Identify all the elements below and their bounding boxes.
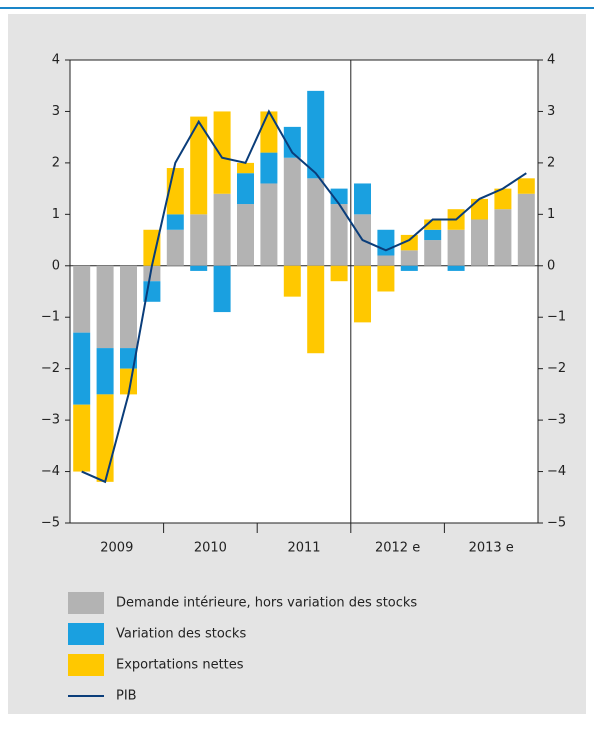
bar bbox=[400, 234, 418, 251]
bar bbox=[330, 265, 348, 282]
y-tick-label: −2 bbox=[41, 361, 60, 376]
bar bbox=[424, 219, 442, 230]
legend-swatch bbox=[68, 592, 104, 614]
x-group-label: 2013 e bbox=[469, 541, 514, 556]
bar bbox=[260, 183, 278, 266]
bar bbox=[377, 229, 395, 256]
y2-tick-label: −5 bbox=[547, 516, 566, 531]
bar bbox=[190, 116, 208, 215]
bar bbox=[283, 126, 301, 158]
bar bbox=[73, 265, 91, 333]
y2-tick-label: 0 bbox=[547, 258, 555, 273]
bar bbox=[494, 188, 512, 210]
bar bbox=[517, 193, 535, 266]
bar bbox=[377, 255, 395, 266]
bar bbox=[237, 173, 254, 205]
bar bbox=[166, 229, 184, 266]
legend-label: Demande intérieure, hors variation des s… bbox=[116, 596, 417, 611]
y2-tick-label: 4 bbox=[547, 53, 555, 68]
bar bbox=[73, 404, 91, 472]
y-tick-label: 3 bbox=[52, 104, 60, 119]
legend-swatch bbox=[68, 623, 104, 645]
y-tick-label: 2 bbox=[52, 155, 60, 170]
bar bbox=[400, 265, 418, 271]
bar bbox=[471, 198, 488, 220]
x-group-label: 2009 bbox=[100, 541, 133, 556]
y-tick-label: −1 bbox=[41, 310, 60, 325]
bar bbox=[307, 265, 325, 354]
legend-label: PIB bbox=[116, 689, 137, 704]
bar bbox=[330, 204, 348, 266]
bar bbox=[237, 204, 254, 266]
bar bbox=[494, 209, 512, 266]
bar bbox=[120, 265, 137, 349]
bar bbox=[237, 162, 254, 174]
y-tick-label: 0 bbox=[52, 258, 60, 273]
y-tick-label: −4 bbox=[41, 464, 60, 479]
bar bbox=[260, 152, 278, 184]
bar bbox=[73, 332, 91, 405]
line bbox=[81, 109, 527, 484]
bar bbox=[377, 265, 395, 292]
plot-area bbox=[70, 60, 538, 523]
y-tick-label: 4 bbox=[52, 53, 60, 68]
bar bbox=[447, 229, 465, 266]
bar bbox=[307, 178, 325, 266]
y-tick-label: 1 bbox=[52, 207, 60, 222]
y2-tick-label: −2 bbox=[547, 361, 566, 376]
bar bbox=[283, 265, 301, 297]
bar bbox=[190, 214, 208, 266]
y-tick-label: −5 bbox=[41, 516, 60, 531]
bar bbox=[143, 265, 161, 282]
bar bbox=[190, 265, 208, 271]
y2-tick-label: 1 bbox=[547, 207, 555, 222]
y2-tick-label: 3 bbox=[547, 104, 555, 119]
bar bbox=[166, 214, 184, 230]
bar bbox=[517, 178, 535, 194]
y2-tick-label: −4 bbox=[547, 464, 566, 479]
bar bbox=[400, 250, 418, 266]
bar bbox=[120, 348, 137, 369]
legend-swatch bbox=[68, 654, 104, 676]
legend-label: Exportations nettes bbox=[116, 658, 244, 673]
y2-tick-label: −1 bbox=[547, 310, 566, 325]
bar bbox=[424, 240, 442, 266]
legend-label: Variation des stocks bbox=[116, 627, 246, 642]
x-group-label: 2011 bbox=[287, 541, 320, 556]
bar bbox=[283, 157, 301, 266]
bar bbox=[447, 265, 465, 271]
y2-tick-label: 2 bbox=[547, 155, 555, 170]
bar bbox=[471, 219, 488, 266]
bar bbox=[213, 111, 231, 194]
bar bbox=[96, 348, 114, 395]
bar bbox=[307, 90, 325, 179]
bar bbox=[330, 188, 348, 205]
bar bbox=[354, 183, 371, 215]
bar bbox=[96, 394, 114, 482]
x-group-label: 2012 e bbox=[375, 541, 420, 556]
bar bbox=[143, 229, 161, 266]
bar bbox=[424, 229, 442, 241]
bar bbox=[354, 265, 371, 323]
y2-tick-label: −3 bbox=[547, 413, 566, 428]
bar bbox=[213, 193, 231, 266]
bar bbox=[213, 265, 231, 313]
bar bbox=[260, 111, 278, 153]
bar bbox=[96, 265, 114, 349]
plot-frame bbox=[69, 59, 539, 524]
x-group-label: 2010 bbox=[194, 541, 227, 556]
y-tick-label: −3 bbox=[41, 413, 60, 428]
